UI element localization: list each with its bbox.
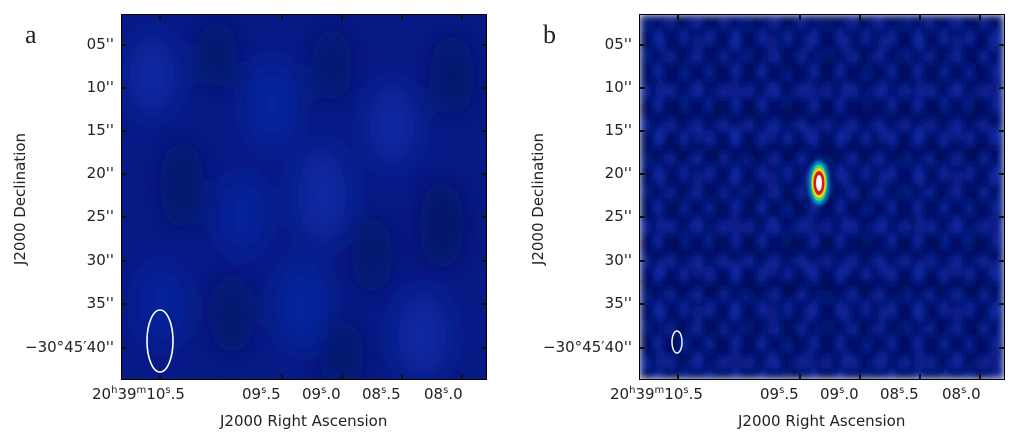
x-tick-a-2: 09s.0 bbox=[302, 385, 341, 403]
beam-ellipse-b bbox=[671, 330, 683, 354]
y-tickmark-1-4-r bbox=[999, 216, 1004, 218]
y-tickmark-0-4-r bbox=[481, 216, 486, 218]
y-tickmark-1-4-l bbox=[640, 216, 645, 218]
y-tick-a-6: 35'' bbox=[86, 294, 114, 312]
x-tickmark-1-0-t bbox=[677, 15, 679, 20]
y-tick-b-4: 25'' bbox=[604, 207, 632, 225]
y-tickmark-0-2-l bbox=[122, 130, 127, 132]
y-tickmark-1-7-r bbox=[999, 347, 1004, 349]
x-tickmark-0-2-b bbox=[341, 374, 343, 379]
noise-blobs-a bbox=[130, 20, 474, 379]
y-tickmark-1-1-l bbox=[640, 87, 645, 89]
y-axis-title-a: J2000 Declination bbox=[11, 132, 29, 266]
y-tick-a-5: 30'' bbox=[86, 251, 114, 269]
y-tickmark-0-1-l bbox=[122, 87, 127, 89]
y-tick-b-3: 20'' bbox=[604, 164, 632, 182]
y-tickmark-1-3-r bbox=[999, 173, 1004, 175]
x-tick-b-0: 20h39m10s.5 bbox=[610, 385, 703, 403]
y-tickmark-0-5-l bbox=[122, 260, 127, 262]
y-axis-title-b: J2000 Declination bbox=[529, 132, 547, 266]
y-tick-b-2: 15'' bbox=[604, 121, 632, 139]
y-tick-b-0: 05'' bbox=[604, 35, 632, 53]
x-tickmark-1-2-b bbox=[859, 374, 861, 379]
y-tickmark-0-0-l bbox=[122, 44, 127, 46]
y-tickmark-1-2-l bbox=[640, 130, 645, 132]
image-plot-a bbox=[121, 14, 487, 380]
y-tickmark-0-1-r bbox=[481, 87, 486, 89]
y-tick-b-7: −30°45′40'' bbox=[543, 338, 632, 356]
y-tick-a-0: 05'' bbox=[86, 35, 114, 53]
x-tickmark-0-3-t bbox=[401, 15, 403, 20]
x-tickmark-0-4-b bbox=[461, 374, 463, 379]
x-tick-a-4: 08s.0 bbox=[424, 385, 463, 403]
y-tickmark-1-1-r bbox=[999, 87, 1004, 89]
y-tick-a-2: 15'' bbox=[86, 121, 114, 139]
y-tick-b-6: 35'' bbox=[604, 294, 632, 312]
x-tick-b-2: 09s.0 bbox=[820, 385, 859, 403]
y-tickmark-0-2-r bbox=[481, 130, 486, 132]
x-tick-a-0: 20h39m10s.5 bbox=[92, 385, 185, 403]
x-tickmark-1-0-b bbox=[677, 374, 679, 379]
x-tick-a-3: 08s.5 bbox=[362, 385, 401, 403]
y-tickmark-0-6-l bbox=[122, 303, 127, 305]
x-tickmark-1-3-t bbox=[919, 15, 921, 20]
y-tickmark-1-6-l bbox=[640, 303, 645, 305]
x-tick-b-1: 09s.5 bbox=[760, 385, 799, 403]
y-tickmark-0-6-r bbox=[481, 303, 486, 305]
x-tickmark-0-0-t bbox=[159, 15, 161, 20]
compact-source-b bbox=[809, 161, 829, 205]
y-tickmark-0-3-r bbox=[481, 173, 486, 175]
x-tick-a-1: 09s.5 bbox=[242, 385, 281, 403]
x-tick-b-3: 08s.5 bbox=[880, 385, 919, 403]
x-axis-title-b: J2000 Right Ascension bbox=[738, 412, 906, 430]
y-tick-a-7: −30°45′40'' bbox=[25, 338, 114, 356]
x-axis-title-a: J2000 Right Ascension bbox=[220, 412, 388, 430]
x-tick-b-4: 08s.0 bbox=[942, 385, 981, 403]
x-tickmark-0-1-t bbox=[281, 15, 283, 20]
x-tickmark-1-4-t bbox=[979, 15, 981, 20]
y-tickmark-0-5-r bbox=[481, 260, 486, 262]
x-tickmark-1-4-b bbox=[979, 374, 981, 379]
image-plot-b bbox=[639, 14, 1005, 380]
y-tick-b-1: 10'' bbox=[604, 78, 632, 96]
y-tickmark-0-7-r bbox=[481, 347, 486, 349]
y-tickmark-1-5-l bbox=[640, 260, 645, 262]
y-tickmark-1-6-r bbox=[999, 303, 1004, 305]
x-tickmark-0-3-b bbox=[401, 374, 403, 379]
y-tickmark-0-0-r bbox=[481, 44, 486, 46]
x-tickmark-1-1-t bbox=[799, 15, 801, 20]
y-tickmark-1-0-l bbox=[640, 44, 645, 46]
y-tickmark-0-4-l bbox=[122, 216, 127, 218]
y-tickmark-1-5-r bbox=[999, 260, 1004, 262]
y-tickmark-1-0-r bbox=[999, 44, 1004, 46]
x-tickmark-0-4-t bbox=[461, 15, 463, 20]
panel-letter-a: a bbox=[25, 20, 37, 49]
y-tick-a-3: 20'' bbox=[86, 164, 114, 182]
beam-ellipse-a bbox=[146, 309, 174, 373]
x-tickmark-0-2-t bbox=[341, 15, 343, 20]
radio-map-b bbox=[640, 15, 1004, 379]
x-tickmark-1-1-b bbox=[799, 374, 801, 379]
y-tickmark-1-7-l bbox=[640, 347, 645, 349]
x-tickmark-1-3-b bbox=[919, 374, 921, 379]
y-tickmark-0-3-l bbox=[122, 173, 127, 175]
y-tick-b-5: 30'' bbox=[604, 251, 632, 269]
y-tickmark-1-2-r bbox=[999, 130, 1004, 132]
y-tick-a-4: 25'' bbox=[86, 207, 114, 225]
panel-letter-b: b bbox=[543, 20, 556, 49]
y-tick-a-1: 10'' bbox=[86, 78, 114, 96]
y-tickmark-1-3-l bbox=[640, 173, 645, 175]
x-tickmark-1-2-t bbox=[859, 15, 861, 20]
x-tickmark-0-1-b bbox=[281, 374, 283, 379]
radio-map-a bbox=[122, 15, 486, 379]
x-tickmark-0-0-b bbox=[159, 374, 161, 379]
y-tickmark-0-7-l bbox=[122, 347, 127, 349]
